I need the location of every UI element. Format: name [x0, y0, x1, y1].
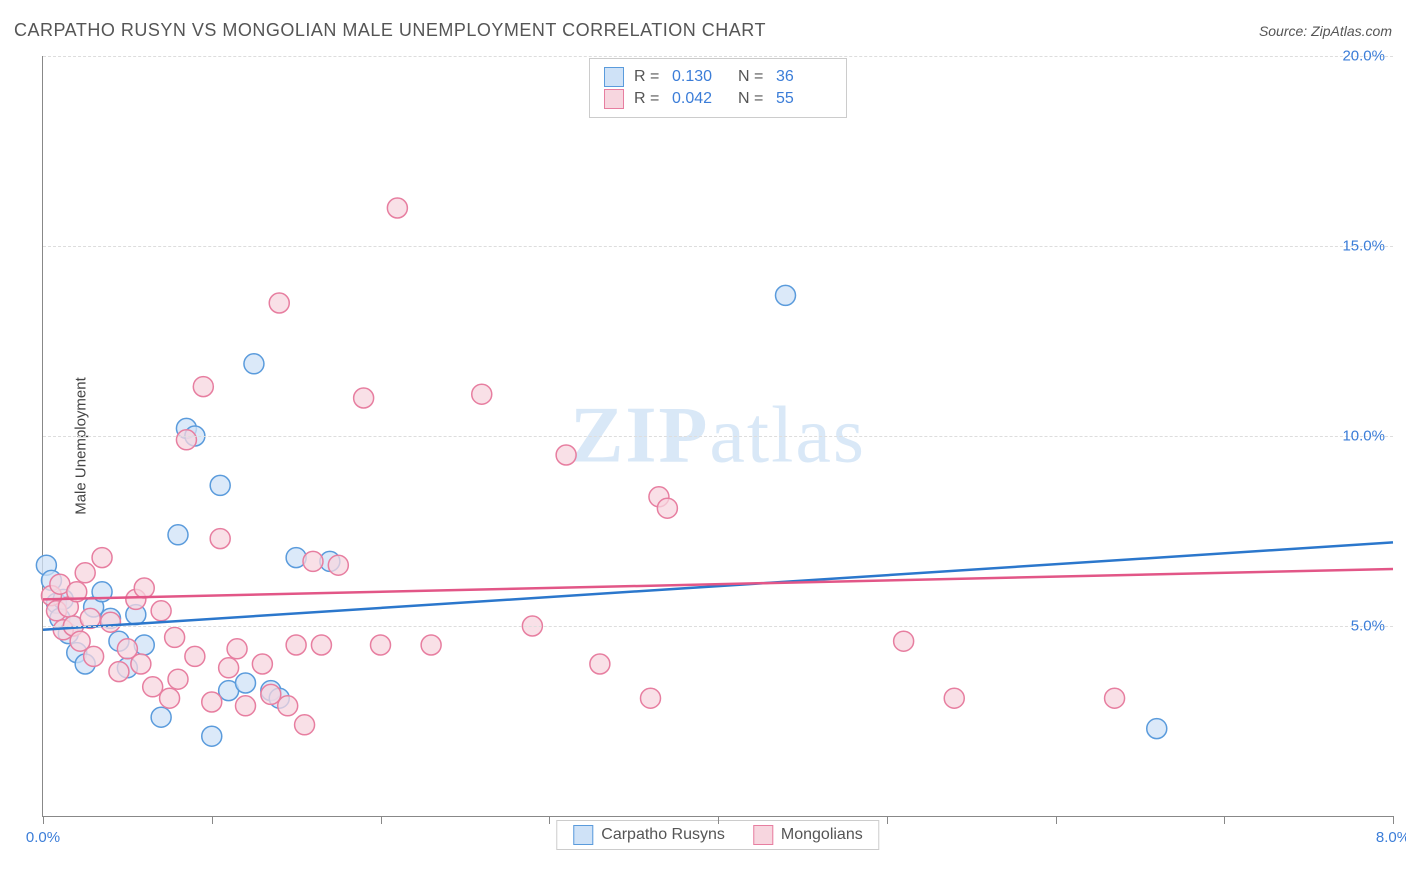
x-tick: [887, 816, 888, 824]
scatter-point: [303, 551, 323, 571]
scatter-point: [210, 475, 230, 495]
scatter-point: [295, 715, 315, 735]
legend-label-2: Mongolians: [781, 826, 863, 844]
x-tick: [43, 816, 44, 824]
scatter-point: [168, 525, 188, 545]
scatter-point: [641, 688, 661, 708]
scatter-point: [236, 696, 256, 716]
scatter-point: [252, 654, 272, 674]
scatter-point: [1147, 719, 1167, 739]
scatter-point: [165, 627, 185, 647]
x-tick: [1224, 816, 1225, 824]
scatter-point: [202, 726, 222, 746]
scatter-point: [472, 384, 492, 404]
legend-label-1: Carpatho Rusyns: [601, 826, 725, 844]
scatter-point: [75, 563, 95, 583]
scatter-point: [590, 654, 610, 674]
scatter-point: [168, 669, 188, 689]
scatter-point: [131, 654, 151, 674]
scatter-point: [328, 555, 348, 575]
scatter-point: [278, 696, 298, 716]
scatter-point: [176, 430, 196, 450]
x-tick: [1393, 816, 1394, 824]
scatter-point: [101, 612, 121, 632]
x-tick: [212, 816, 213, 824]
chart-title: CARPATHO RUSYN VS MONGOLIAN MALE UNEMPLO…: [14, 20, 766, 41]
scatter-point: [160, 688, 180, 708]
x-tick: [381, 816, 382, 824]
y-tick-label: 10.0%: [1342, 428, 1385, 445]
gridline: [43, 56, 1393, 57]
legend-item-2: Mongolians: [753, 825, 863, 845]
scatter-point: [151, 707, 171, 727]
scatter-point: [236, 673, 256, 693]
x-tick: [549, 816, 550, 824]
scatter-point: [261, 684, 281, 704]
scatter-point: [219, 658, 239, 678]
scatter-point: [354, 388, 374, 408]
scatter-point: [109, 662, 129, 682]
scatter-point: [185, 646, 205, 666]
scatter-point: [894, 631, 914, 651]
trend-line: [43, 542, 1393, 629]
gridline: [43, 246, 1393, 247]
trend-line: [43, 569, 1393, 599]
y-tick-label: 15.0%: [1342, 238, 1385, 255]
scatter-point: [657, 498, 677, 518]
scatter-point: [151, 601, 171, 621]
scatter-point: [134, 578, 154, 598]
scatter-point: [202, 692, 222, 712]
scatter-point: [371, 635, 391, 655]
scatter-point: [387, 198, 407, 218]
swatch-series-1: [573, 825, 593, 845]
x-tick-label: 0.0%: [26, 829, 60, 846]
y-tick-label: 5.0%: [1351, 618, 1385, 635]
scatter-point: [421, 635, 441, 655]
scatter-point: [227, 639, 247, 659]
scatter-point: [244, 354, 264, 374]
scatter-point: [143, 677, 163, 697]
scatter-point: [210, 529, 230, 549]
scatter-point: [269, 293, 289, 313]
scatter-point: [944, 688, 964, 708]
scatter-point: [776, 285, 796, 305]
y-tick-label: 20.0%: [1342, 48, 1385, 65]
plot-area: ZIPatlas R = 0.130 N = 36 R = 0.042 N = …: [42, 56, 1393, 817]
scatter-point: [311, 635, 331, 655]
swatch-series-2: [753, 825, 773, 845]
scatter-point: [92, 548, 112, 568]
chart-header: CARPATHO RUSYN VS MONGOLIAN MALE UNEMPLO…: [14, 20, 1392, 41]
scatter-point: [84, 646, 104, 666]
scatter-point: [556, 445, 576, 465]
source-attribution: Source: ZipAtlas.com: [1259, 23, 1392, 39]
gridline: [43, 436, 1393, 437]
gridline: [43, 626, 1393, 627]
scatter-point: [286, 635, 306, 655]
x-tick-label: 8.0%: [1376, 829, 1406, 846]
scatter-point: [1105, 688, 1125, 708]
x-tick: [1056, 816, 1057, 824]
legend-bottom: Carpatho Rusyns Mongolians: [556, 820, 879, 850]
scatter-point: [193, 377, 213, 397]
legend-item-1: Carpatho Rusyns: [573, 825, 725, 845]
x-tick: [718, 816, 719, 824]
